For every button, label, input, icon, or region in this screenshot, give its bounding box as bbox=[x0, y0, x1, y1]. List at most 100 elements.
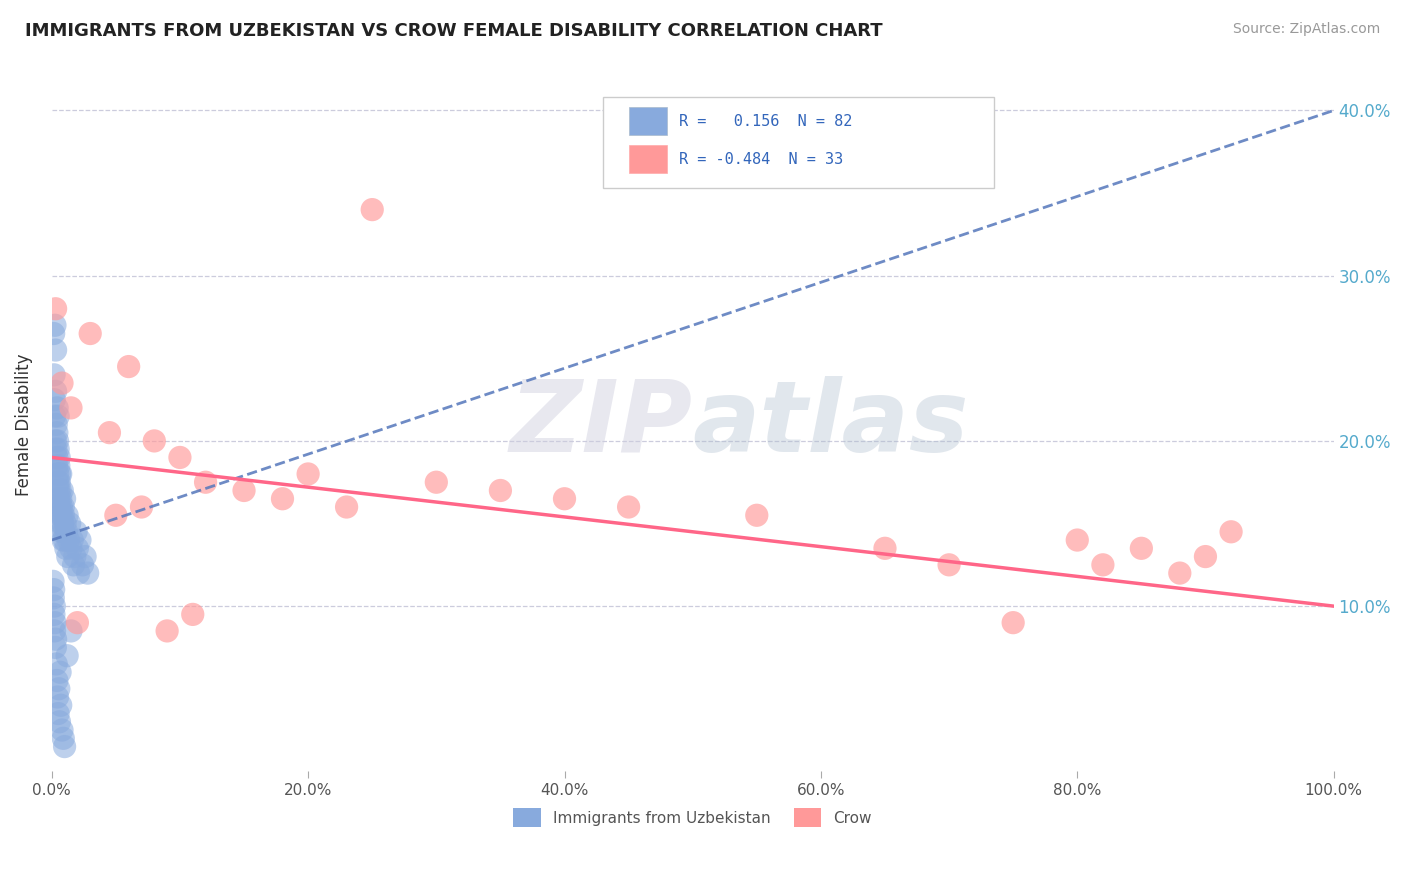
Point bbox=[44, 599, 66, 614]
Point bbox=[48, 467, 70, 481]
FancyBboxPatch shape bbox=[603, 97, 994, 188]
Point bbox=[104, 508, 127, 523]
Point bbox=[42, 607, 65, 622]
Point bbox=[45, 632, 67, 647]
Point bbox=[76, 566, 98, 580]
Point bbox=[49, 467, 72, 481]
Point bbox=[45, 673, 67, 688]
Point bbox=[49, 508, 72, 523]
Point bbox=[194, 475, 217, 490]
Point bbox=[873, 541, 896, 556]
Point bbox=[45, 442, 67, 457]
Text: IMMIGRANTS FROM UZBEKISTAN VS CROW FEMALE DISABILITY CORRELATION CHART: IMMIGRANTS FROM UZBEKISTAN VS CROW FEMAL… bbox=[25, 22, 883, 40]
FancyBboxPatch shape bbox=[628, 107, 666, 135]
Point bbox=[553, 491, 575, 506]
Point bbox=[45, 450, 67, 465]
Point bbox=[42, 582, 65, 597]
Point bbox=[59, 624, 82, 638]
Point bbox=[58, 533, 80, 547]
Point bbox=[169, 450, 191, 465]
Point bbox=[271, 491, 294, 506]
Point bbox=[46, 475, 69, 490]
Point bbox=[46, 401, 69, 415]
Text: ZIP: ZIP bbox=[510, 376, 693, 473]
Point bbox=[181, 607, 204, 622]
Point bbox=[49, 665, 72, 680]
Point bbox=[62, 558, 84, 572]
Point bbox=[42, 326, 65, 341]
Point bbox=[75, 549, 97, 564]
Point bbox=[46, 409, 69, 424]
Point bbox=[66, 615, 89, 630]
Point bbox=[44, 640, 66, 655]
Point bbox=[56, 508, 79, 523]
Point bbox=[51, 500, 73, 514]
Point bbox=[233, 483, 256, 498]
Point bbox=[67, 566, 90, 580]
Point bbox=[44, 409, 66, 424]
Point bbox=[98, 425, 121, 440]
Point bbox=[49, 516, 72, 531]
Text: R =   0.156  N = 82: R = 0.156 N = 82 bbox=[679, 113, 852, 128]
Point bbox=[79, 326, 101, 341]
Point bbox=[1091, 558, 1114, 572]
Point bbox=[44, 434, 66, 448]
Point bbox=[1002, 615, 1025, 630]
Point bbox=[52, 500, 75, 514]
Point bbox=[49, 483, 72, 498]
Point bbox=[46, 467, 69, 481]
FancyBboxPatch shape bbox=[628, 145, 666, 173]
Point bbox=[1168, 566, 1191, 580]
Point bbox=[63, 549, 86, 564]
Point bbox=[51, 483, 73, 498]
Point bbox=[51, 723, 73, 737]
Point bbox=[42, 574, 65, 589]
Point bbox=[46, 434, 69, 448]
Point bbox=[55, 524, 77, 539]
Text: Source: ZipAtlas.com: Source: ZipAtlas.com bbox=[1233, 22, 1381, 37]
Point bbox=[59, 401, 82, 415]
Point bbox=[45, 417, 67, 432]
Point bbox=[617, 500, 640, 514]
Point bbox=[52, 508, 75, 523]
Point bbox=[156, 624, 179, 638]
Text: atlas: atlas bbox=[693, 376, 969, 473]
Point bbox=[49, 491, 72, 506]
Point bbox=[52, 533, 75, 547]
Point bbox=[45, 343, 67, 357]
Point bbox=[48, 681, 70, 696]
Point bbox=[59, 541, 82, 556]
Point bbox=[42, 591, 65, 605]
Point bbox=[45, 301, 67, 316]
Point bbox=[59, 516, 82, 531]
Point bbox=[46, 706, 69, 721]
Point bbox=[51, 524, 73, 539]
Point bbox=[42, 368, 65, 382]
Point bbox=[745, 508, 768, 523]
Point bbox=[48, 714, 70, 729]
Point bbox=[44, 615, 66, 630]
Point bbox=[48, 475, 70, 490]
Y-axis label: Female Disability: Female Disability bbox=[15, 353, 32, 496]
Point bbox=[51, 508, 73, 523]
Point bbox=[48, 500, 70, 514]
Point bbox=[51, 376, 73, 390]
Point bbox=[48, 458, 70, 473]
Point bbox=[1194, 549, 1216, 564]
Point bbox=[60, 533, 83, 547]
Point bbox=[336, 500, 359, 514]
Point bbox=[66, 541, 89, 556]
Point bbox=[72, 558, 94, 572]
Point bbox=[489, 483, 512, 498]
Point bbox=[52, 516, 75, 531]
Point bbox=[44, 392, 66, 407]
Point bbox=[49, 698, 72, 713]
Point bbox=[1220, 524, 1243, 539]
Point bbox=[65, 524, 87, 539]
Point bbox=[361, 202, 384, 217]
Point bbox=[48, 450, 70, 465]
Point bbox=[425, 475, 447, 490]
Point bbox=[45, 384, 67, 399]
Text: R = -0.484  N = 33: R = -0.484 N = 33 bbox=[679, 152, 842, 167]
Point bbox=[53, 739, 76, 754]
